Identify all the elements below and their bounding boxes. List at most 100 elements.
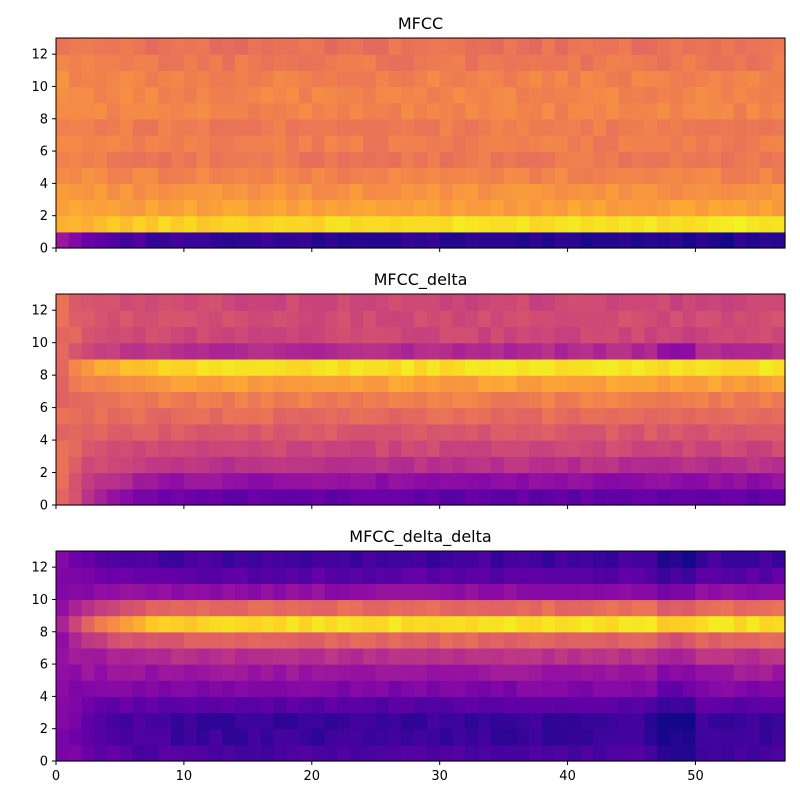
heatmap-cell: [618, 615, 633, 633]
heatmap-cell: [452, 631, 466, 649]
heatmap-cell: [401, 728, 415, 746]
heatmap-cell: [401, 583, 415, 601]
heatmap-cell: [350, 423, 364, 441]
heatmap-cell: [759, 326, 773, 344]
heatmap-cell: [68, 407, 83, 425]
heatmap-cell: [682, 696, 697, 714]
heatmap-cell: [759, 310, 773, 328]
heatmap-cell: [695, 456, 709, 474]
heatmap-cell: [631, 54, 645, 71]
heatmap-cell: [695, 391, 709, 409]
heatmap-cell: [107, 696, 121, 714]
heatmap-cell: [388, 744, 402, 762]
heatmap-cell: [171, 615, 185, 633]
heatmap-cell: [567, 215, 581, 233]
heatmap-cell: [401, 183, 415, 201]
heatmap-cell: [145, 680, 159, 697]
y-tick-label: 12: [31, 48, 48, 63]
heatmap-cell: [107, 294, 121, 311]
heatmap-cell: [682, 310, 697, 328]
heatmap-cell: [746, 631, 761, 649]
heatmap-cell: [273, 310, 287, 328]
heatmap-cell: [247, 375, 262, 392]
heatmap-cell: [478, 615, 492, 633]
heatmap-cell: [452, 440, 466, 457]
heatmap-cell: [94, 712, 108, 730]
heatmap-cell: [299, 326, 313, 344]
heatmap-cell: [107, 488, 121, 506]
heatmap-cell: [273, 631, 287, 649]
heatmap-cell: [439, 70, 454, 88]
heatmap-cell: [209, 38, 223, 55]
heatmap-cell: [350, 183, 364, 201]
heatmap-cell: [388, 342, 402, 360]
heatmap-cell: [375, 199, 390, 217]
heatmap-cell: [196, 102, 211, 120]
heatmap-cell: [669, 375, 684, 392]
heatmap-cell: [708, 375, 722, 392]
heatmap-cell: [465, 118, 479, 136]
heatmap-cell: [426, 38, 441, 55]
heatmap-cell: [542, 294, 556, 311]
heatmap-cell: [644, 551, 658, 568]
heatmap-cell: [580, 54, 594, 71]
heatmap-cell: [299, 134, 313, 152]
heatmap-cell: [503, 199, 518, 217]
heatmap-cell: [452, 472, 466, 490]
heatmap-cell: [260, 54, 275, 71]
heatmap-cell: [401, 647, 415, 665]
heatmap-cell: [260, 664, 275, 681]
heatmap-cell: [68, 70, 83, 88]
heatmap-cell: [107, 199, 121, 217]
heatmap-cell: [593, 712, 607, 730]
heatmap-cell: [107, 326, 121, 344]
heatmap-cell: [107, 391, 121, 409]
heatmap-cell: [657, 423, 671, 441]
heatmap-cell: [350, 488, 364, 506]
heatmap-cell: [350, 472, 364, 490]
heatmap-cell: [452, 488, 466, 506]
heatmap-cell: [94, 70, 108, 88]
heatmap-cell: [631, 567, 645, 584]
heatmap-cell: [260, 440, 275, 457]
heatmap-cell: [401, 118, 415, 136]
heatmap-cell: [746, 375, 761, 392]
heatmap-cell: [260, 167, 275, 184]
heatmap-cell: [247, 326, 262, 344]
heatmap-cell: [580, 358, 594, 376]
heatmap-cell: [94, 599, 108, 617]
heatmap-cell: [593, 294, 607, 311]
heatmap-cell: [311, 567, 326, 584]
x-tick-label: 40: [559, 769, 576, 784]
heatmap-cell: [183, 407, 198, 425]
heatmap-cell: [56, 38, 70, 55]
heatmap-cell: [669, 102, 684, 120]
heatmap-cell: [708, 407, 722, 425]
heatmap-cell: [68, 183, 83, 201]
heatmap-cell: [222, 391, 236, 409]
heatmap-cell: [145, 118, 159, 136]
heatmap-cell: [478, 551, 492, 568]
heatmap-cell: [94, 488, 108, 506]
heatmap-cell: [273, 567, 287, 584]
heatmap-cell: [618, 488, 633, 506]
heatmap-cell: [478, 86, 492, 104]
y-tick-label: 6: [40, 658, 48, 673]
heatmap-cell: [733, 423, 748, 441]
heatmap-cell: [733, 472, 748, 490]
heatmap-cell: [247, 134, 262, 152]
heatmap-cell: [593, 118, 607, 136]
heatmap-cell: [247, 391, 262, 409]
heatmap-cell: [401, 440, 415, 457]
heatmap-cell: [209, 231, 223, 249]
heatmap-cell: [158, 712, 172, 730]
heatmap-cell: [350, 134, 364, 152]
heatmap-cell: [478, 151, 492, 168]
heatmap-cell: [580, 70, 594, 88]
heatmap-cell: [657, 664, 671, 681]
heatmap-cell: [580, 423, 594, 441]
heatmap-cell: [657, 342, 671, 360]
heatmap-cell: [746, 680, 761, 697]
heatmap-cell: [209, 183, 223, 201]
heatmap-cell: [452, 86, 466, 104]
